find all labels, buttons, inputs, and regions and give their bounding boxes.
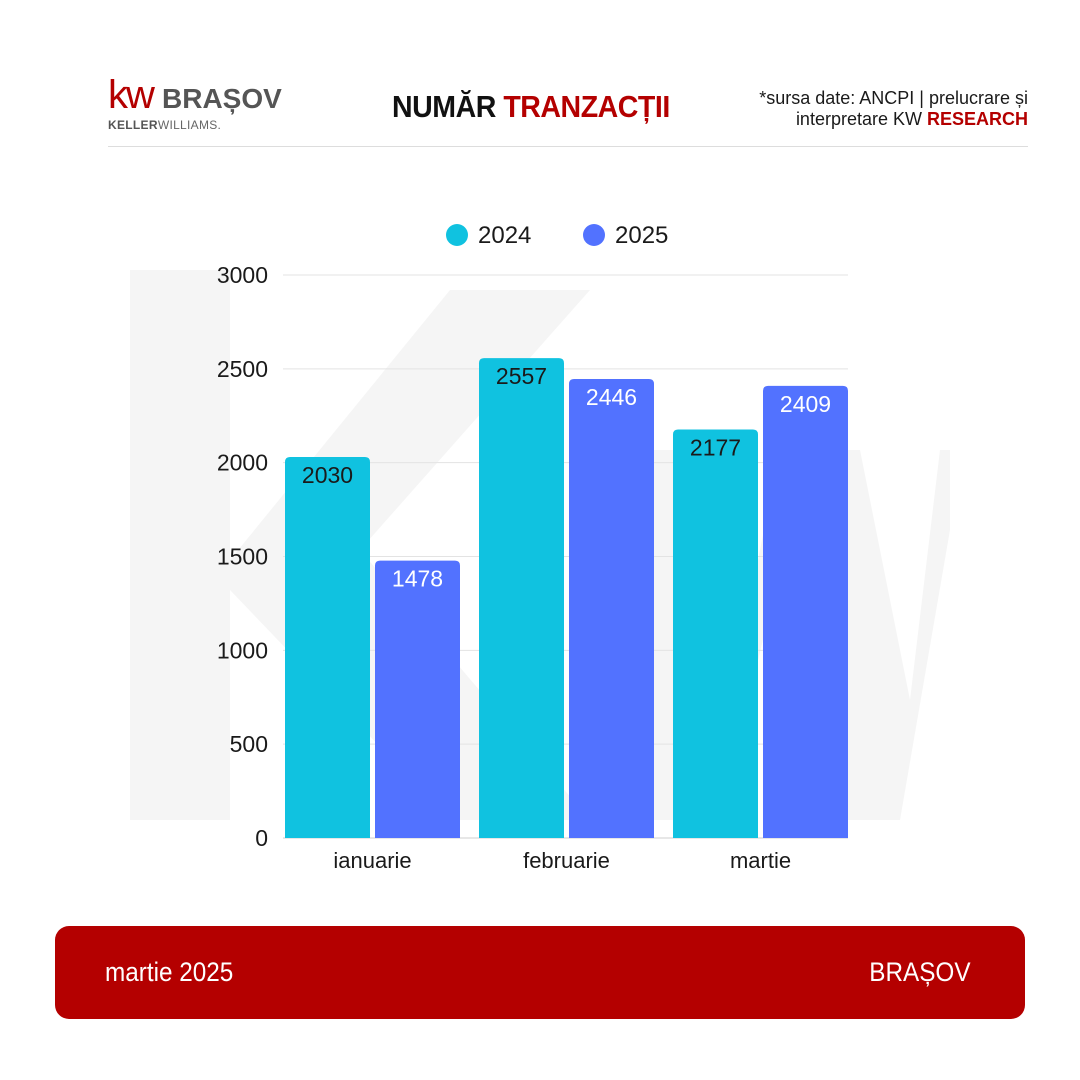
data-label: 1478	[392, 566, 443, 592]
y-tick-label: 2000	[217, 450, 268, 476]
footer-period: martie 2025	[105, 957, 234, 987]
bar-2024-martie	[673, 429, 758, 838]
x-tick-label: martie	[730, 848, 791, 873]
data-label: 2557	[496, 363, 547, 389]
legend-marker-2024	[446, 224, 468, 246]
y-tick-label: 1000	[217, 637, 268, 663]
y-tick-label: 0	[255, 825, 268, 851]
legend-label: 2025	[615, 222, 668, 249]
source-line-2: interpretare KW RESEARCH	[795, 109, 1028, 129]
title-part-2: TRANZACȚII	[503, 89, 670, 124]
legend-label: 2024	[478, 222, 531, 249]
page-title: NUMĂR TRANZACȚII	[392, 88, 670, 126]
title-part-1: NUMĂR	[392, 89, 504, 124]
source-note: *sursa date: ANCPI | prelucrare și inter…	[698, 88, 1028, 130]
data-label: 2030	[302, 462, 353, 488]
y-tick-label: 1500	[217, 544, 268, 570]
source-line-1: *sursa date: ANCPI | prelucrare și	[759, 88, 1028, 108]
logo-kw-mark: kw	[108, 73, 155, 117]
logo-city: BRAȘOV	[162, 83, 282, 114]
kw-brasov-logo: kw BRAȘOV KELLERWILLIAMS.	[108, 73, 282, 138]
footer-city: BRAȘOV	[869, 957, 971, 987]
x-tick-label: ianuarie	[333, 848, 411, 873]
footer-banner: martie 2025 BRAȘOV	[55, 926, 1025, 1019]
legend-marker-2025	[583, 224, 605, 246]
bar-2025-ianuarie	[375, 560, 460, 838]
data-label: 2409	[780, 391, 831, 417]
header: kw BRAȘOV KELLERWILLIAMS. NUMĂR TRANZACȚ…	[108, 70, 1028, 147]
data-label: 2446	[586, 384, 637, 410]
data-label: 2177	[690, 434, 741, 460]
y-tick-label: 500	[230, 731, 268, 757]
bar-2025-februarie	[569, 378, 654, 838]
bar-2024-ianuarie	[285, 457, 370, 838]
bar-2024-februarie	[479, 358, 564, 838]
research-accent: RESEARCH	[926, 109, 1028, 129]
x-tick-label: februarie	[523, 848, 610, 873]
bar-2025-martie	[763, 385, 848, 838]
y-tick-label: 2500	[217, 356, 268, 382]
bar-chart: 0 500 1000 1500 2000 2500 3000 2030 1478 ianuarie…	[217, 222, 848, 873]
y-tick-label: 3000	[217, 262, 268, 288]
logo-subtitle: KELLERWILLIAMS.	[108, 118, 222, 132]
